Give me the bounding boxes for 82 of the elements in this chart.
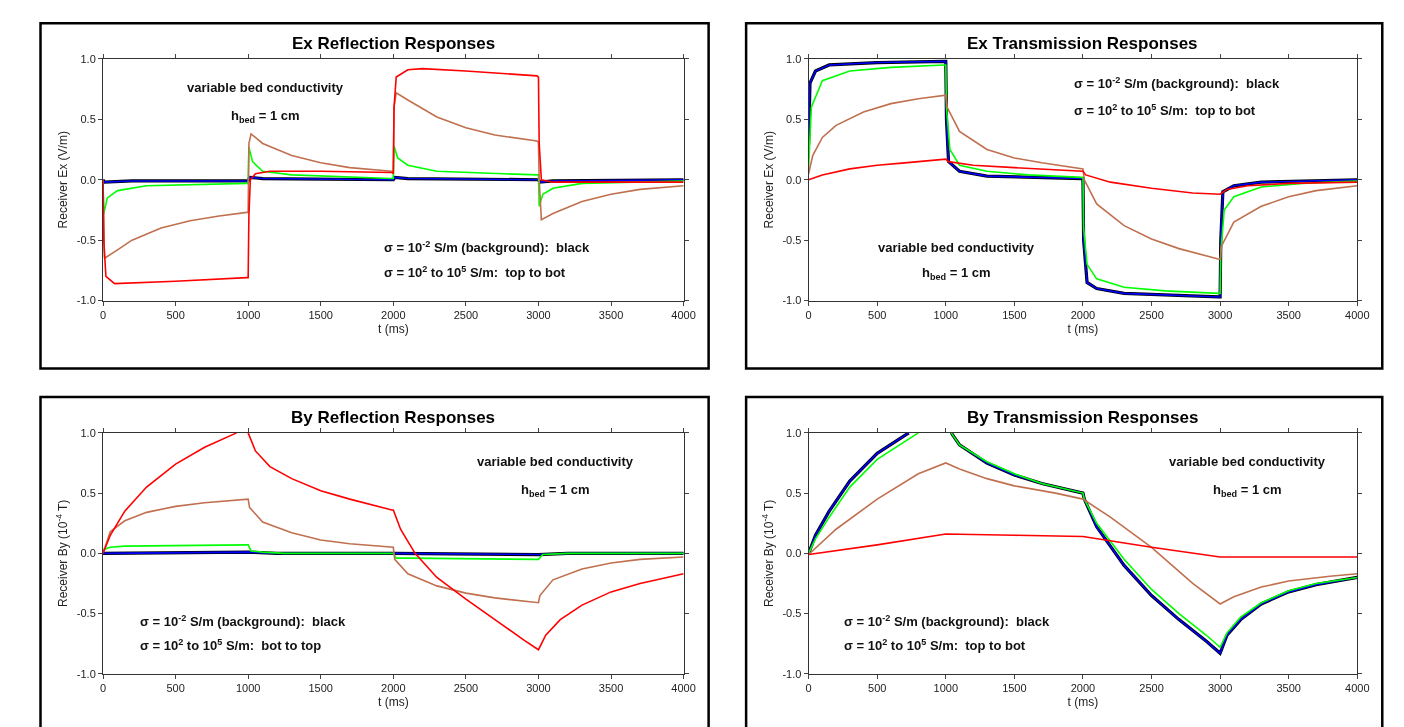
y-tick-label: 1.0 bbox=[80, 52, 96, 65]
y-tick-label: 0.5 bbox=[786, 113, 802, 126]
chart-title: Ex Transmission Responses bbox=[967, 34, 1198, 53]
x-axis-title: t (ms) bbox=[1067, 321, 1099, 336]
x-tick-label: 3500 bbox=[598, 682, 624, 695]
annotation: h$_{bed}$ = 1 cm bbox=[231, 108, 300, 125]
annotation: h$_{bed}$ = 1 cm bbox=[1213, 482, 1282, 499]
x-tick-label: 3500 bbox=[1276, 308, 1301, 321]
x-tick-label: 4000 bbox=[1345, 682, 1370, 695]
y-tick-label: -0.5 bbox=[782, 234, 802, 247]
x-tick-label: 1500 bbox=[1002, 308, 1027, 321]
y-tick-label: 0.5 bbox=[786, 486, 802, 499]
x-tick-label: 4000 bbox=[671, 308, 696, 321]
x-tick-label: 500 bbox=[868, 682, 887, 695]
x-tick-label: 3000 bbox=[1207, 308, 1233, 321]
y-tick-label: -1.0 bbox=[76, 667, 96, 680]
annotation: variable bed conductivity bbox=[1169, 454, 1326, 469]
x-tick-label: 1000 bbox=[933, 682, 959, 695]
x-tick-label: 2000 bbox=[1070, 682, 1096, 695]
y-tick-label: 0.0 bbox=[80, 173, 96, 186]
x-tick-label: 500 bbox=[166, 308, 185, 321]
y-axis-title: Receiver Ex (V/m) bbox=[761, 131, 776, 229]
y-tick-label: 1.0 bbox=[80, 426, 96, 439]
y-tick-label: 1.0 bbox=[786, 52, 802, 65]
y-tick-label: -0.5 bbox=[782, 607, 802, 620]
annotation: σ = 10$^{-2}$ S/m (background): black bbox=[1074, 75, 1280, 92]
annotation: σ = 10$^{-2}$ S/m (background): black bbox=[384, 239, 590, 256]
x-tick-label: 2500 bbox=[453, 682, 479, 695]
y-tick-label: -1.0 bbox=[782, 667, 802, 680]
annotation: variable bed conductivity bbox=[187, 80, 344, 95]
x-axis-title: t (ms) bbox=[377, 694, 409, 709]
annotation: h$_{bed}$ = 1 cm bbox=[521, 482, 590, 499]
annotation: variable bed conductivity bbox=[878, 240, 1035, 255]
x-axis-title: t (ms) bbox=[377, 321, 409, 336]
x-tick-label: 1000 bbox=[235, 682, 261, 695]
x-tick-label: 1500 bbox=[308, 682, 333, 695]
x-tick-label: 1500 bbox=[308, 308, 333, 321]
y-tick-label: 0.0 bbox=[786, 547, 802, 560]
x-tick-label: 0 bbox=[99, 682, 107, 695]
y-tick-label: -0.5 bbox=[76, 607, 96, 620]
x-tick-label: 4000 bbox=[1345, 308, 1370, 321]
x-tick-label: 0 bbox=[805, 682, 812, 695]
x-tick-label: 2000 bbox=[381, 308, 406, 321]
y-tick-label: -1.0 bbox=[76, 294, 96, 307]
annotation: h$_{bed}$ = 1 cm bbox=[922, 265, 991, 282]
x-tick-label: 1000 bbox=[933, 308, 959, 321]
x-tick-label: 3000 bbox=[526, 682, 551, 695]
annotation: σ = 10$^{2}$ to 10$^{5}$ S/m: top to bot bbox=[1074, 102, 1256, 119]
x-tick-label: 2500 bbox=[1139, 682, 1164, 695]
x-tick-label: 3000 bbox=[526, 308, 551, 321]
y-tick-label: 0.0 bbox=[80, 547, 96, 560]
x-tick-label: 3000 bbox=[1207, 682, 1233, 695]
annotation: σ = 10$^{-2}$ S/m (background): black bbox=[140, 613, 346, 630]
x-tick-label: 500 bbox=[166, 682, 185, 695]
annotation: σ = 10$^{-2}$ S/m (background): black bbox=[844, 613, 1050, 630]
x-tick-label: 1000 bbox=[235, 308, 261, 321]
x-tick-label: 0 bbox=[99, 308, 107, 321]
x-tick-label: 1500 bbox=[1002, 682, 1027, 695]
y-tick-label: 1.0 bbox=[786, 426, 802, 439]
x-tick-label: 0 bbox=[805, 308, 812, 321]
chart-title: Ex Reflection Responses bbox=[292, 34, 496, 53]
y-axis-title: Receiver Ex (V/m) bbox=[56, 131, 71, 229]
x-tick-label: 2500 bbox=[453, 308, 479, 321]
annotation: σ = 10$^{2}$ to 10$^{5}$ S/m: top to bot bbox=[384, 264, 566, 281]
annotation: σ = 10$^{2}$ to 10$^{5}$ S/m: bot to top bbox=[140, 637, 322, 654]
annotation: variable bed conductivity bbox=[477, 454, 634, 469]
y-tick-label: -0.5 bbox=[76, 234, 96, 247]
chart-title: By Reflection Responses bbox=[291, 408, 496, 427]
x-axis-title: t (ms) bbox=[1067, 694, 1099, 709]
y-tick-label: 0.0 bbox=[786, 173, 802, 186]
x-tick-label: 4000 bbox=[671, 682, 696, 695]
y-tick-label: 0.5 bbox=[80, 486, 96, 499]
x-tick-label: 2000 bbox=[1070, 308, 1096, 321]
x-tick-label: 2500 bbox=[1139, 308, 1164, 321]
y-tick-label: 0.5 bbox=[80, 113, 96, 126]
x-tick-label: 2000 bbox=[381, 682, 406, 695]
x-tick-label: 3500 bbox=[1276, 682, 1301, 695]
chart-title: By Transmission Responses bbox=[967, 408, 1199, 427]
y-tick-label: -1.0 bbox=[782, 294, 802, 307]
x-tick-label: 3500 bbox=[598, 308, 624, 321]
x-tick-label: 500 bbox=[868, 308, 887, 321]
annotation: σ = 10$^{2}$ to 10$^{5}$ S/m: top to bot bbox=[844, 637, 1026, 654]
